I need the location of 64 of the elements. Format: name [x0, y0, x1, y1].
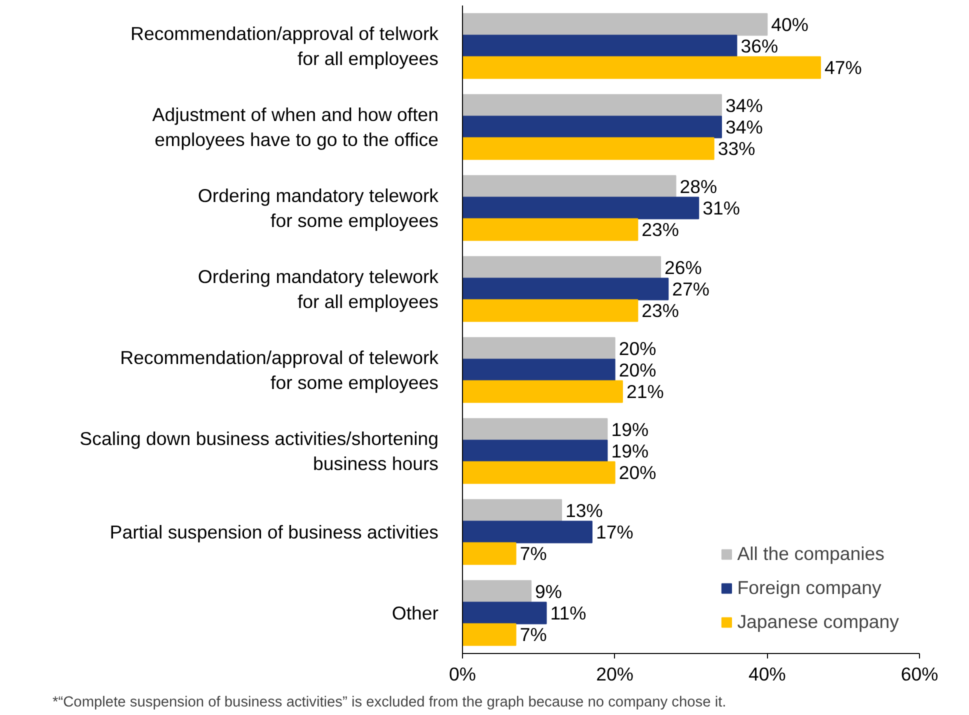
y-tick-label: Adjustment of when and how often employees have to go to the office [152, 104, 439, 150]
data-label: 21% [626, 381, 664, 402]
bar [462, 116, 722, 138]
legend-label: Foreign company [737, 577, 882, 599]
bar [462, 278, 669, 300]
x-tick-label: 0% [449, 664, 476, 684]
data-label: 7% [520, 624, 547, 646]
data-label: 13% [566, 500, 603, 521]
bar [462, 602, 547, 624]
bar [462, 13, 768, 36]
data-label: 7% [520, 543, 547, 564]
data-label: 17% [596, 522, 634, 542]
data-label: 23% [642, 300, 680, 322]
legend-label: Japanese company [737, 611, 899, 633]
data-label: 9% [535, 580, 562, 602]
bar [462, 542, 516, 565]
y-tick-label: Ordering mandatory telework for some employees [198, 184, 440, 232]
y-tick-label: Scaling down business activities/shortening business hours [80, 428, 439, 474]
bar [462, 380, 623, 403]
bar [462, 137, 714, 160]
data-label: 40% [771, 14, 809, 35]
bar [462, 520, 592, 544]
data-label: 34% [725, 94, 763, 116]
bar [462, 623, 516, 646]
legend-label: All the companies [737, 543, 884, 565]
data-label: 31% [702, 198, 740, 218]
bar [462, 580, 532, 603]
data-label: 34% [725, 116, 763, 138]
x-tick-label: 60% [900, 664, 938, 684]
data-label: 23% [642, 219, 680, 240]
bar [462, 56, 821, 79]
data-label: 20% [618, 338, 656, 359]
bar [462, 499, 562, 522]
data-label: 33% [718, 138, 756, 160]
data-label: 36% [740, 36, 778, 56]
bar [462, 256, 662, 279]
data-label: 19% [611, 418, 649, 440]
bar [462, 218, 638, 241]
data-label: 11% [550, 602, 586, 624]
bar [462, 358, 616, 382]
bar [462, 440, 608, 462]
y-tick-label: Other [392, 602, 439, 624]
y-tick-label: Ordering mandatory telework for all employees [198, 266, 440, 312]
x-tick-label: 40% [748, 664, 786, 684]
data-label: 28% [680, 176, 718, 197]
data-label: 20% [618, 462, 656, 484]
text: *“Complete suspension of business activities” is excluded from the graph because no company chose it. [52, 694, 726, 710]
y-tick-label: Recommendation/approval of telwork for all employees [130, 22, 440, 70]
bar [462, 337, 616, 360]
bar [462, 94, 722, 117]
bar [462, 34, 738, 58]
data-label: 27% [672, 278, 710, 300]
data-label: 20% [618, 360, 656, 380]
bar [462, 299, 638, 322]
data-label: 19% [611, 440, 649, 462]
y-tick-label: Partial suspension of business activities [110, 522, 439, 542]
x-tick-label: 20% [596, 664, 634, 684]
y-tick-label: Recommendation/approval of telework for some employees [120, 346, 440, 394]
data-label: 47% [824, 57, 862, 78]
bar [462, 418, 608, 441]
bar [462, 461, 616, 484]
data-label: 26% [664, 256, 702, 278]
bar [462, 175, 676, 198]
bar [462, 196, 700, 220]
